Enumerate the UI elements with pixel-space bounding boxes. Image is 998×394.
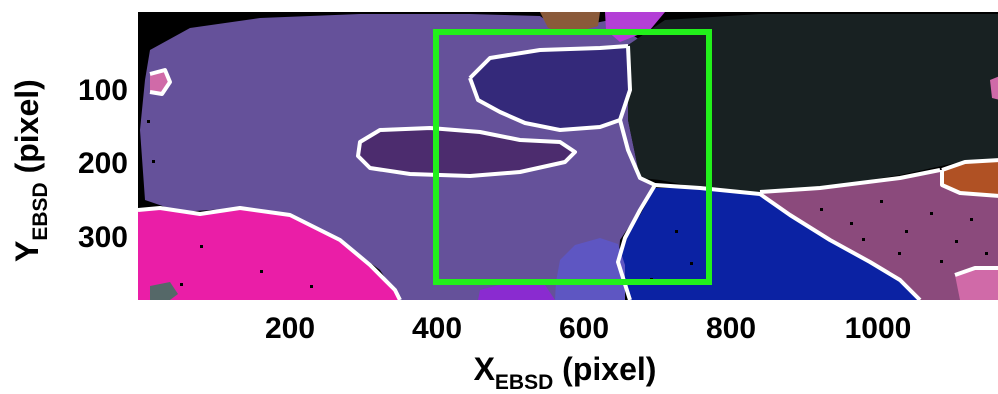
pink-grain-right (955, 268, 998, 300)
orange-grain (942, 160, 998, 196)
roi-rectangle (433, 29, 712, 285)
y-axis-title-main: Y (9, 241, 45, 262)
mauve-grain (760, 166, 998, 300)
x-tick-label: 600 (559, 312, 609, 345)
x-tick-label: 1000 (845, 312, 912, 345)
x-axis-title-main: X (474, 351, 496, 387)
x-axis: 200 400 600 800 1000 XEBSD (pixel) (265, 312, 911, 394)
upper-grain (470, 46, 630, 130)
x-tick-label: 800 (706, 312, 756, 345)
y-axis-title-sub: EBSD (29, 182, 52, 240)
left-grain (358, 128, 575, 176)
dark-grain (628, 14, 998, 192)
x-axis-title-unit: (pixel) (553, 351, 656, 387)
ebsd-map (138, 12, 998, 300)
blue-grain (618, 188, 920, 300)
magenta-grain (138, 208, 400, 300)
x-tick-label: 400 (412, 312, 462, 345)
y-tick-label: 300 (78, 221, 128, 254)
grain-boundaries (138, 44, 998, 300)
noise-specks (147, 120, 988, 288)
y-tick-label: 200 (78, 147, 128, 180)
small-grey-grain (150, 282, 178, 300)
y-axis-title-unit: (pixel) (9, 79, 45, 182)
small-right-pink-grain (990, 76, 998, 100)
x-axis-title: XEBSD (pixel) (474, 351, 657, 394)
x-tick-label: 200 (265, 312, 315, 345)
bottom-purple-grain (478, 282, 555, 300)
y-tick-label: 100 (78, 74, 128, 107)
y-axis: 100 200 300 YEBSD (pixel) (9, 74, 128, 262)
top-brown-grain (540, 12, 600, 34)
y-axis-title: YEBSD (pixel) (9, 79, 52, 262)
x-axis-title-sub: EBSD (495, 371, 553, 394)
